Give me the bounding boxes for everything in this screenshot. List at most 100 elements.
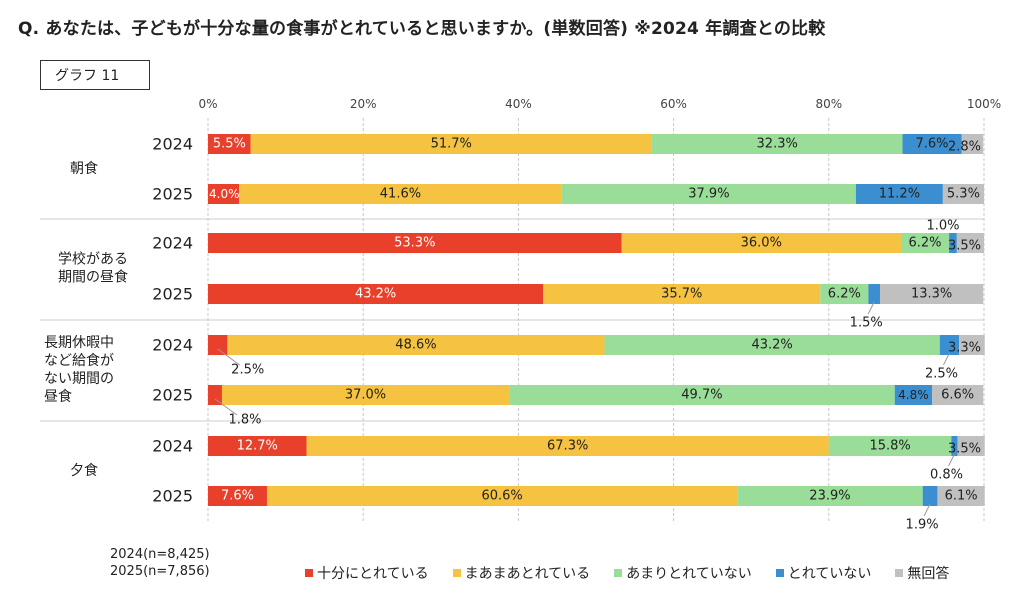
bar-segment bbox=[250, 134, 652, 154]
row-year-label: 2024 bbox=[152, 437, 193, 456]
legend-swatch bbox=[305, 569, 313, 577]
data-label: 1.9% bbox=[906, 518, 939, 533]
data-label: 3.3% bbox=[948, 341, 981, 356]
data-label: 67.3% bbox=[547, 439, 588, 454]
bar-segment bbox=[208, 184, 240, 204]
data-label: 1.8% bbox=[228, 413, 261, 428]
bar-segment bbox=[621, 233, 901, 253]
sample-size-2024: 2024(n=8,425) bbox=[110, 547, 210, 562]
leader-line bbox=[943, 352, 950, 366]
x-tick-label: 20% bbox=[350, 97, 377, 111]
data-label: 5.5% bbox=[213, 137, 246, 152]
leader-line bbox=[948, 453, 955, 467]
leader-line bbox=[217, 348, 240, 366]
data-label: 15.8% bbox=[869, 439, 910, 454]
data-label: 43.2% bbox=[751, 338, 792, 353]
row-year-label: 2025 bbox=[152, 185, 193, 204]
bar-segment bbox=[208, 486, 267, 506]
group-label: ない期間の bbox=[44, 371, 114, 387]
data-label: 2.5% bbox=[925, 367, 958, 382]
data-label: 1.5% bbox=[850, 316, 883, 331]
legend-label: とれていない bbox=[787, 566, 872, 582]
group-label: 朝食 bbox=[70, 160, 98, 177]
bar-segment bbox=[961, 134, 984, 154]
legend-item: 十分にとれている bbox=[305, 563, 429, 583]
data-label: 35.7% bbox=[661, 287, 702, 302]
bar-segment bbox=[880, 284, 984, 304]
data-label: 48.6% bbox=[395, 338, 436, 353]
bar-segment bbox=[208, 335, 228, 355]
bar-segment bbox=[820, 284, 869, 304]
legend-swatch bbox=[775, 569, 784, 577]
group-label: 夕食 bbox=[70, 462, 98, 479]
data-label: 3.5% bbox=[948, 239, 981, 254]
bar-segment bbox=[902, 134, 962, 154]
data-label: 32.3% bbox=[757, 137, 798, 152]
data-label: 60.6% bbox=[481, 489, 522, 504]
x-tick-label: 100% bbox=[967, 97, 1001, 111]
group-label: 長期休暇中 bbox=[44, 335, 114, 351]
leader-line bbox=[867, 301, 875, 315]
legend-swatch bbox=[452, 569, 461, 577]
data-label: 7.6% bbox=[915, 137, 948, 152]
bar-segment bbox=[208, 233, 622, 253]
x-tick-label: 0% bbox=[198, 97, 217, 111]
x-tick-label: 40% bbox=[505, 97, 532, 111]
bar-segment bbox=[932, 385, 984, 405]
row-year-label: 2025 bbox=[152, 285, 193, 304]
x-tick-label: 60% bbox=[660, 97, 687, 111]
bar-segment bbox=[208, 436, 307, 456]
data-label: 49.7% bbox=[681, 388, 722, 403]
x-tick-label: 80% bbox=[815, 97, 842, 111]
bar-segment bbox=[509, 385, 895, 405]
bar-segment bbox=[227, 335, 605, 355]
row-year-label: 2024 bbox=[152, 336, 193, 355]
bar-segment bbox=[959, 335, 985, 355]
data-label: 51.7% bbox=[431, 137, 472, 152]
data-label: 12.7% bbox=[237, 439, 278, 454]
leader-line bbox=[214, 398, 238, 416]
bar-segment bbox=[922, 486, 938, 506]
data-label: 23.9% bbox=[809, 489, 850, 504]
data-label: 4.8% bbox=[898, 388, 929, 402]
data-label: 5.3% bbox=[947, 187, 980, 202]
leader-line bbox=[923, 503, 931, 517]
bar-segment bbox=[828, 436, 952, 456]
sample-size-notes: 2024(n=8,425) 2025(n=7,856) bbox=[110, 546, 210, 580]
data-label: 37.0% bbox=[345, 388, 386, 403]
legend-label: 十分にとれている bbox=[317, 566, 429, 582]
group-label: 期間の昼食 bbox=[58, 269, 128, 286]
legend: 十分にとれている まあまあとれている あまりとれていない とれていない 無回答 bbox=[305, 563, 949, 583]
bar-segment bbox=[939, 335, 960, 355]
bar-segment bbox=[266, 486, 738, 506]
bar-segment bbox=[208, 385, 222, 405]
data-label: 6.2% bbox=[909, 236, 942, 251]
chart-title: Q. あなたは、子どもが十分な量の食事がとれていると思いますか。(単数回答) ※… bbox=[18, 19, 826, 39]
row-year-label: 2024 bbox=[152, 135, 193, 154]
group-label: 昼食 bbox=[44, 388, 72, 405]
data-label: 0.8% bbox=[930, 468, 963, 483]
sample-size-2025: 2025(n=7,856) bbox=[110, 564, 210, 579]
bar-segment bbox=[651, 134, 903, 154]
bar-segment bbox=[737, 486, 923, 506]
bar-segment bbox=[855, 184, 943, 204]
data-label: 2.8% bbox=[948, 140, 981, 155]
bar-segment bbox=[956, 233, 984, 253]
group-label: など給食が bbox=[44, 352, 114, 369]
graph-number-label: グラフ 11 bbox=[40, 60, 150, 90]
bar-segment bbox=[208, 134, 251, 154]
bar-segment bbox=[900, 233, 950, 253]
data-label: 4.0% bbox=[209, 187, 240, 201]
data-label: 6.1% bbox=[945, 489, 978, 504]
bar-segment bbox=[957, 436, 985, 456]
bar-segment bbox=[239, 184, 562, 204]
data-label: 3.5% bbox=[948, 442, 981, 457]
bar-segment bbox=[543, 284, 821, 304]
legend-item: あまりとれていない bbox=[614, 563, 752, 583]
row-year-label: 2025 bbox=[152, 386, 193, 405]
legend-swatch bbox=[895, 569, 904, 577]
group-label: 学校がある bbox=[58, 251, 128, 268]
data-label: 36.0% bbox=[741, 236, 782, 251]
data-label: 1.0% bbox=[926, 219, 959, 234]
